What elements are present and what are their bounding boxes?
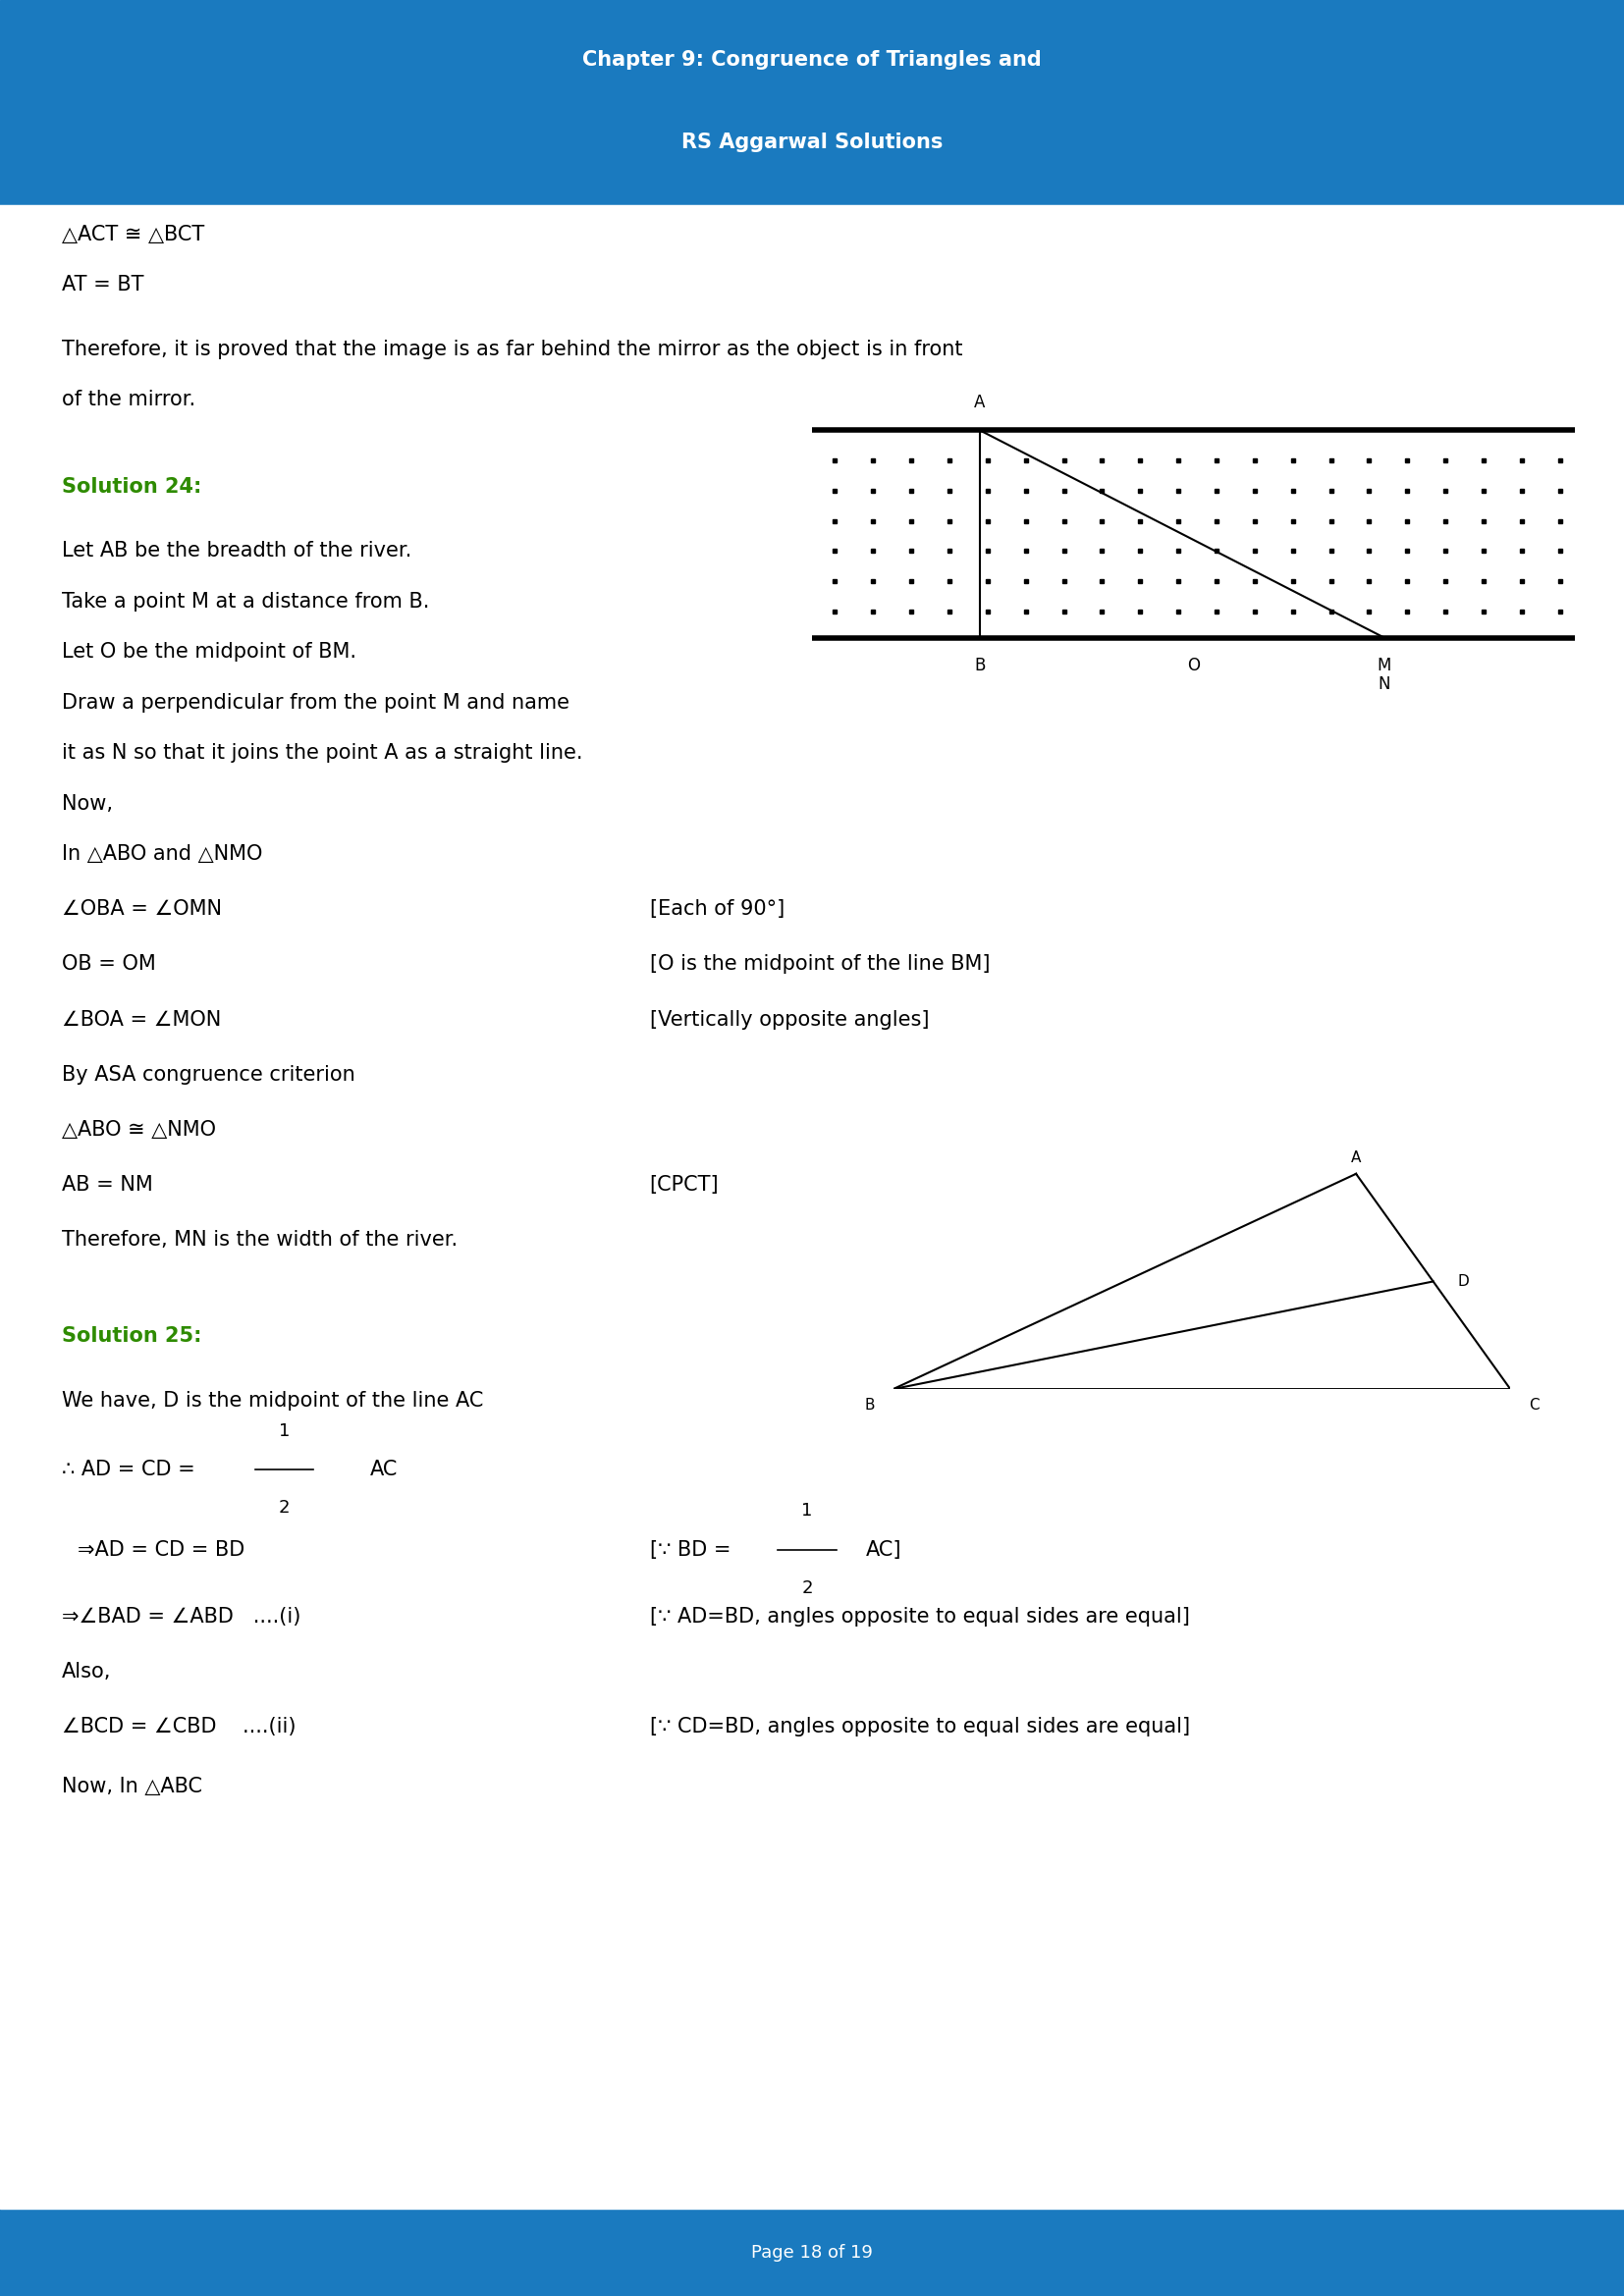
Text: 2: 2 [802, 1580, 812, 1598]
Text: ∠OBA = ∠OMN: ∠OBA = ∠OMN [62, 900, 222, 918]
Text: M: M [1377, 657, 1392, 675]
Text: Now,: Now, [62, 794, 112, 813]
Text: B: B [864, 1398, 875, 1412]
Text: AT = BT: AT = BT [62, 276, 143, 294]
Text: [∵ CD=BD, angles opposite to equal sides are equal]: [∵ CD=BD, angles opposite to equal sides… [650, 1717, 1190, 1736]
Text: [Vertically opposite angles]: [Vertically opposite angles] [650, 1010, 929, 1029]
Text: ∠BOA = ∠MON: ∠BOA = ∠MON [62, 1010, 221, 1029]
Text: OB = OM: OB = OM [62, 955, 156, 974]
Text: it as N so that it joins the point A as a straight line.: it as N so that it joins the point A as … [62, 744, 583, 762]
Text: AC]: AC] [866, 1541, 901, 1559]
Text: A: A [974, 395, 986, 411]
Text: Let AB be the breadth of the river.: Let AB be the breadth of the river. [62, 542, 411, 560]
Text: RS Aggarwal Solutions: RS Aggarwal Solutions [680, 133, 944, 152]
Text: We have, D is the midpoint of the line AC: We have, D is the midpoint of the line A… [62, 1391, 484, 1410]
Text: O: O [1187, 657, 1200, 675]
Text: By ASA congruence criterion: By ASA congruence criterion [62, 1065, 356, 1084]
Text: 1: 1 [279, 1421, 289, 1440]
Bar [0, 202, 1624, 2209]
Text: ⇒∠BAD = ∠ABD   ....(i): ⇒∠BAD = ∠ABD ....(i) [62, 1607, 300, 1626]
Text: Class IX: Class IX [767, 216, 857, 234]
Text: Therefore, it is proved that the image is as far behind the mirror as the object: Therefore, it is proved that the image i… [62, 340, 963, 358]
Bar [0, 2209, 1624, 2296]
Text: Let O be the midpoint of BM.: Let O be the midpoint of BM. [62, 643, 356, 661]
Text: Page 18 of 19: Page 18 of 19 [752, 2243, 872, 2262]
Text: Solution 24:: Solution 24: [62, 478, 201, 496]
Text: [∵ AD=BD, angles opposite to equal sides are equal]: [∵ AD=BD, angles opposite to equal sides… [650, 1607, 1189, 1626]
Text: [∵ BD =: [∵ BD = [650, 1541, 731, 1559]
Text: AC: AC [370, 1460, 398, 1479]
Text: B: B [974, 657, 986, 675]
Text: Chapter 9: Congruence of Triangles and: Chapter 9: Congruence of Triangles and [583, 51, 1041, 69]
Text: Draw a perpendicular from the point M and name: Draw a perpendicular from the point M an… [62, 693, 570, 712]
Text: A: A [1351, 1150, 1361, 1166]
Text: ∴ AD = CD =: ∴ AD = CD = [62, 1460, 195, 1479]
Text: D: D [1458, 1274, 1470, 1288]
Text: Solution 25:: Solution 25: [62, 1327, 201, 1345]
Text: ∠BCD = ∠CBD    ....(ii): ∠BCD = ∠CBD ....(ii) [62, 1717, 296, 1736]
Text: 1: 1 [802, 1502, 812, 1520]
Bar [0, 0, 1624, 202]
Text: Take a point M at a distance from B.: Take a point M at a distance from B. [62, 592, 429, 611]
Text: [CPCT]: [CPCT] [650, 1176, 719, 1194]
Text: AB = NM: AB = NM [62, 1176, 153, 1194]
Text: Also,: Also, [62, 1662, 110, 1681]
Text: Therefore, MN is the width of the river.: Therefore, MN is the width of the river. [62, 1231, 458, 1249]
Text: of the mirror.: of the mirror. [62, 390, 195, 409]
Text: N: N [1379, 675, 1390, 693]
Text: ⇒AD = CD = BD: ⇒AD = CD = BD [78, 1541, 245, 1559]
Text: 2: 2 [279, 1499, 289, 1518]
Text: In △ABO and △NMO: In △ABO and △NMO [62, 845, 263, 863]
Text: C: C [1528, 1398, 1540, 1412]
Text: [O is the midpoint of the line BM]: [O is the midpoint of the line BM] [650, 955, 989, 974]
Text: [Each of 90°]: [Each of 90°] [650, 900, 784, 918]
Text: △ACT ≅ △BCT: △ACT ≅ △BCT [62, 225, 205, 243]
Text: Now, In △ABC: Now, In △ABC [62, 1777, 201, 1795]
Text: △ABO ≅ △NMO: △ABO ≅ △NMO [62, 1120, 216, 1139]
